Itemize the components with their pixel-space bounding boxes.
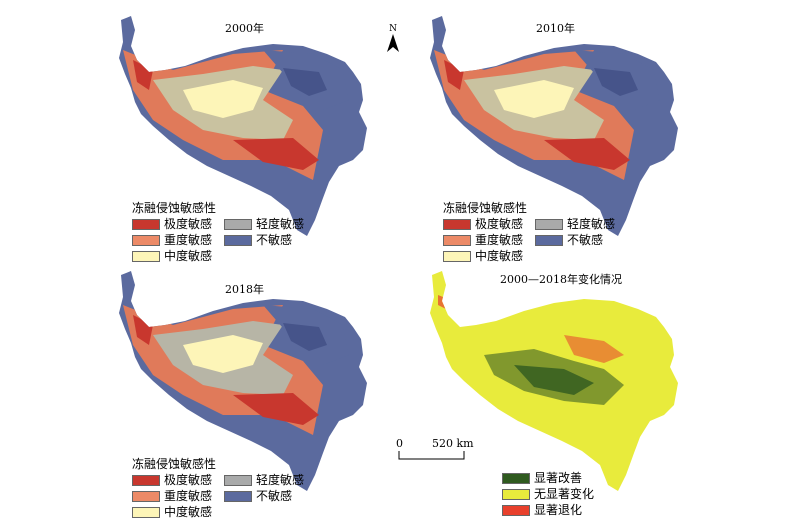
legend-item: 不敏感 [535,232,603,248]
panel-title: 2000年 [225,22,264,35]
sensitivity-map [119,16,367,236]
legend-label: 重度敏感 [164,489,213,503]
legend-item: 轻度敏感 [224,216,304,232]
legend-label: 重度敏感 [475,233,524,247]
north-label: N [389,24,397,34]
legend-swatch [224,490,252,502]
legend-swatch [502,472,530,484]
change-legend: 显著改善 无显著变化 显著退化 [502,470,642,520]
legend-label: 不敏感 [256,233,293,247]
sensitivity-legend: 冻融侵蚀敏感性 极度敏感 轻度敏感 重度敏感 不敏感 中度敏感 [132,200,352,264]
legend-title: 冻融侵蚀敏感性 [132,457,217,471]
legend-label: 轻度敏感 [256,473,305,487]
legend-label: 中度敏感 [475,249,524,263]
legend-swatch [132,218,160,230]
legend-swatch [443,234,471,246]
panel-title: 2010年 [536,22,575,35]
map-panel-2000: 2000年 N [113,10,399,240]
legend-swatch [502,504,530,516]
legend-label: 中度敏感 [164,505,213,519]
legend-item: 中度敏感 [443,248,523,264]
legend-item: 重度敏感 [132,488,212,504]
legend-swatch [535,218,563,230]
legend-item: 中度敏感 [132,504,212,520]
legend-label: 显著退化 [534,503,583,517]
legend-item: 重度敏感 [443,232,523,248]
legend-item: 显著改善 [502,470,582,486]
legend-item: 轻度敏感 [224,472,304,488]
legend-swatch [224,218,252,230]
north-arrow: N [385,24,401,55]
legend-title: 冻融侵蚀敏感性 [132,201,217,215]
legend-swatch [443,218,471,230]
legend-swatch [224,474,252,486]
legend-title: 冻融侵蚀敏感性 [443,201,528,215]
map-panel-2010: 2010年 [424,10,684,240]
sensitivity-legend: 冻融侵蚀敏感性 极度敏感 轻度敏感 重度敏感 不敏感 中度敏感 [132,456,352,520]
legend-item: 不敏感 [224,232,292,248]
legend-swatch [535,234,563,246]
legend-item: 重度敏感 [132,232,212,248]
legend-label: 显著改善 [534,471,583,485]
sensitivity-map [430,16,678,236]
legend-swatch [443,250,471,262]
scale-bar-line [398,451,465,460]
panel-title: 2018年 [225,283,264,296]
legend-swatch [132,234,160,246]
legend-item: 轻度敏感 [535,216,615,232]
legend-item: 不敏感 [224,488,292,504]
sensitivity-legend: 冻融侵蚀敏感性 极度敏感 轻度敏感 重度敏感 不敏感 中度敏感 [443,200,663,264]
north-arrow-icon [387,34,399,52]
legend-label: 无显著变化 [534,487,595,501]
legend-item: 极度敏感 [132,216,212,232]
sensitivity-map [119,271,367,491]
legend-label: 极度敏感 [475,217,524,231]
map-panel-change: 2000—2018年变化情况 0 520 km [396,265,684,495]
change-map [430,271,678,491]
legend-item: 显著退化 [502,502,582,518]
scale-distance: 520 km [432,437,474,450]
legend-label: 极度敏感 [164,217,213,231]
legend-swatch [132,474,160,486]
legend-swatch [224,234,252,246]
legend-label: 不敏感 [567,233,604,247]
legend-label: 轻度敏感 [256,217,305,231]
legend-item: 极度敏感 [443,216,523,232]
map-panel-2018: 2018年 [113,265,373,495]
legend-label: 轻度敏感 [567,217,616,231]
scale-bar: 0 520 km [396,437,486,467]
legend-item: 中度敏感 [132,248,212,264]
legend-item: 极度敏感 [132,472,212,488]
legend-swatch [132,506,160,518]
legend-swatch [132,250,160,262]
scale-zero: 0 [396,437,403,450]
legend-label: 极度敏感 [164,473,213,487]
legend-swatch [502,488,530,500]
legend-label: 中度敏感 [164,249,213,263]
legend-swatch [132,490,160,502]
panel-title: 2000—2018年变化情况 [500,273,622,286]
legend-label: 不敏感 [256,489,293,503]
legend-label: 重度敏感 [164,233,213,247]
legend-item: 无显著变化 [502,486,594,502]
